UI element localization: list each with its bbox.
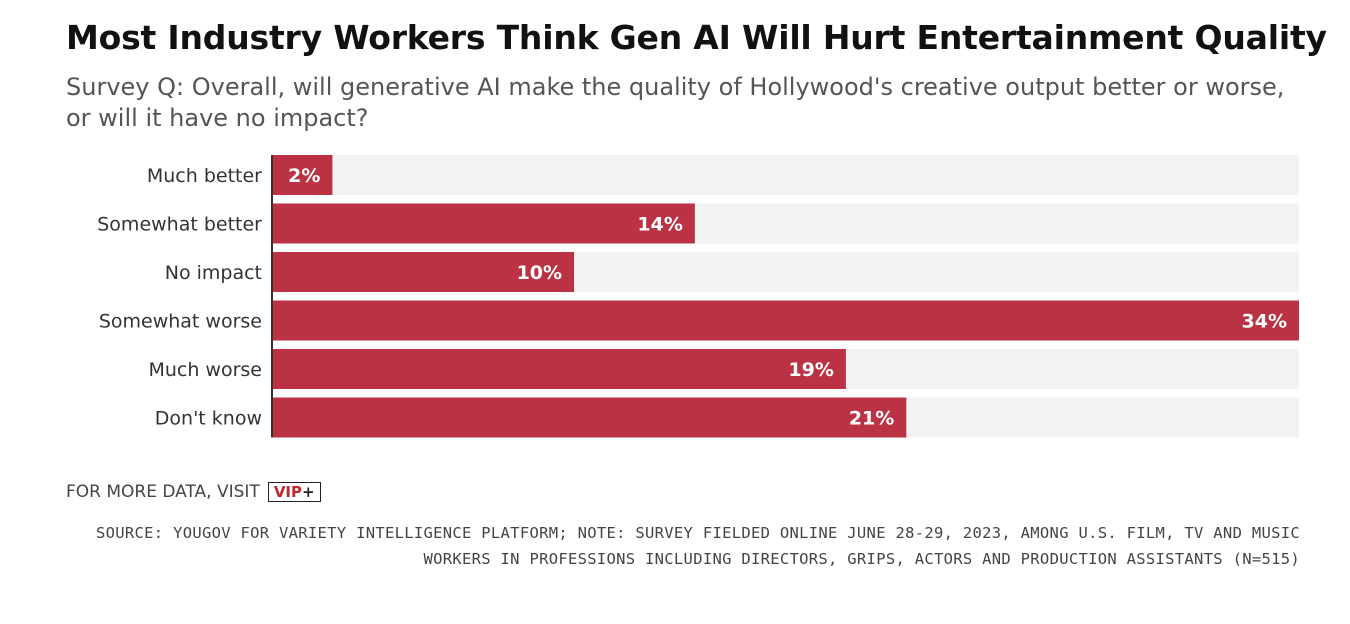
bar (272, 252, 575, 292)
category-label: Much worse (148, 359, 262, 381)
bar (272, 300, 1299, 341)
more-data-line: FOR MORE DATA, VISIT VIP+ (66, 482, 321, 502)
bar-chart: Much better 2% Somewhat better 14% No impact… (97, 155, 1299, 438)
vip-plus-link[interactable]: VIP+ (267, 482, 321, 502)
category-label: Somewhat better (97, 214, 262, 236)
bar (272, 203, 695, 244)
value-label: 10% (517, 262, 562, 284)
chart-title: Most Industry Workers Think Gen AI Will … (66, 18, 1327, 57)
bar (272, 397, 907, 438)
category-label: Much better (147, 165, 262, 187)
value-label: 19% (788, 359, 833, 381)
bar (272, 349, 846, 389)
category-label: No impact (165, 262, 262, 284)
value-label: 2% (288, 165, 320, 187)
vip-logo-text: VIP (273, 483, 303, 501)
value-label: 34% (1242, 311, 1287, 333)
value-label: 14% (637, 214, 682, 236)
visit-text: FOR MORE DATA, VISIT (66, 482, 260, 502)
bar (272, 155, 333, 195)
category-label: Don't know (155, 408, 262, 430)
source-note: SOURCE: YOUGOV FOR VARIETY INTELLIGENCE … (96, 524, 1300, 568)
bar-track (272, 155, 1299, 195)
category-label: Somewhat worse (99, 311, 262, 333)
value-label: 21% (849, 408, 894, 430)
vip-plus-sign: + (302, 483, 315, 501)
chart-subtitle: Survey Q: Overall, will generative AI ma… (66, 73, 1285, 132)
